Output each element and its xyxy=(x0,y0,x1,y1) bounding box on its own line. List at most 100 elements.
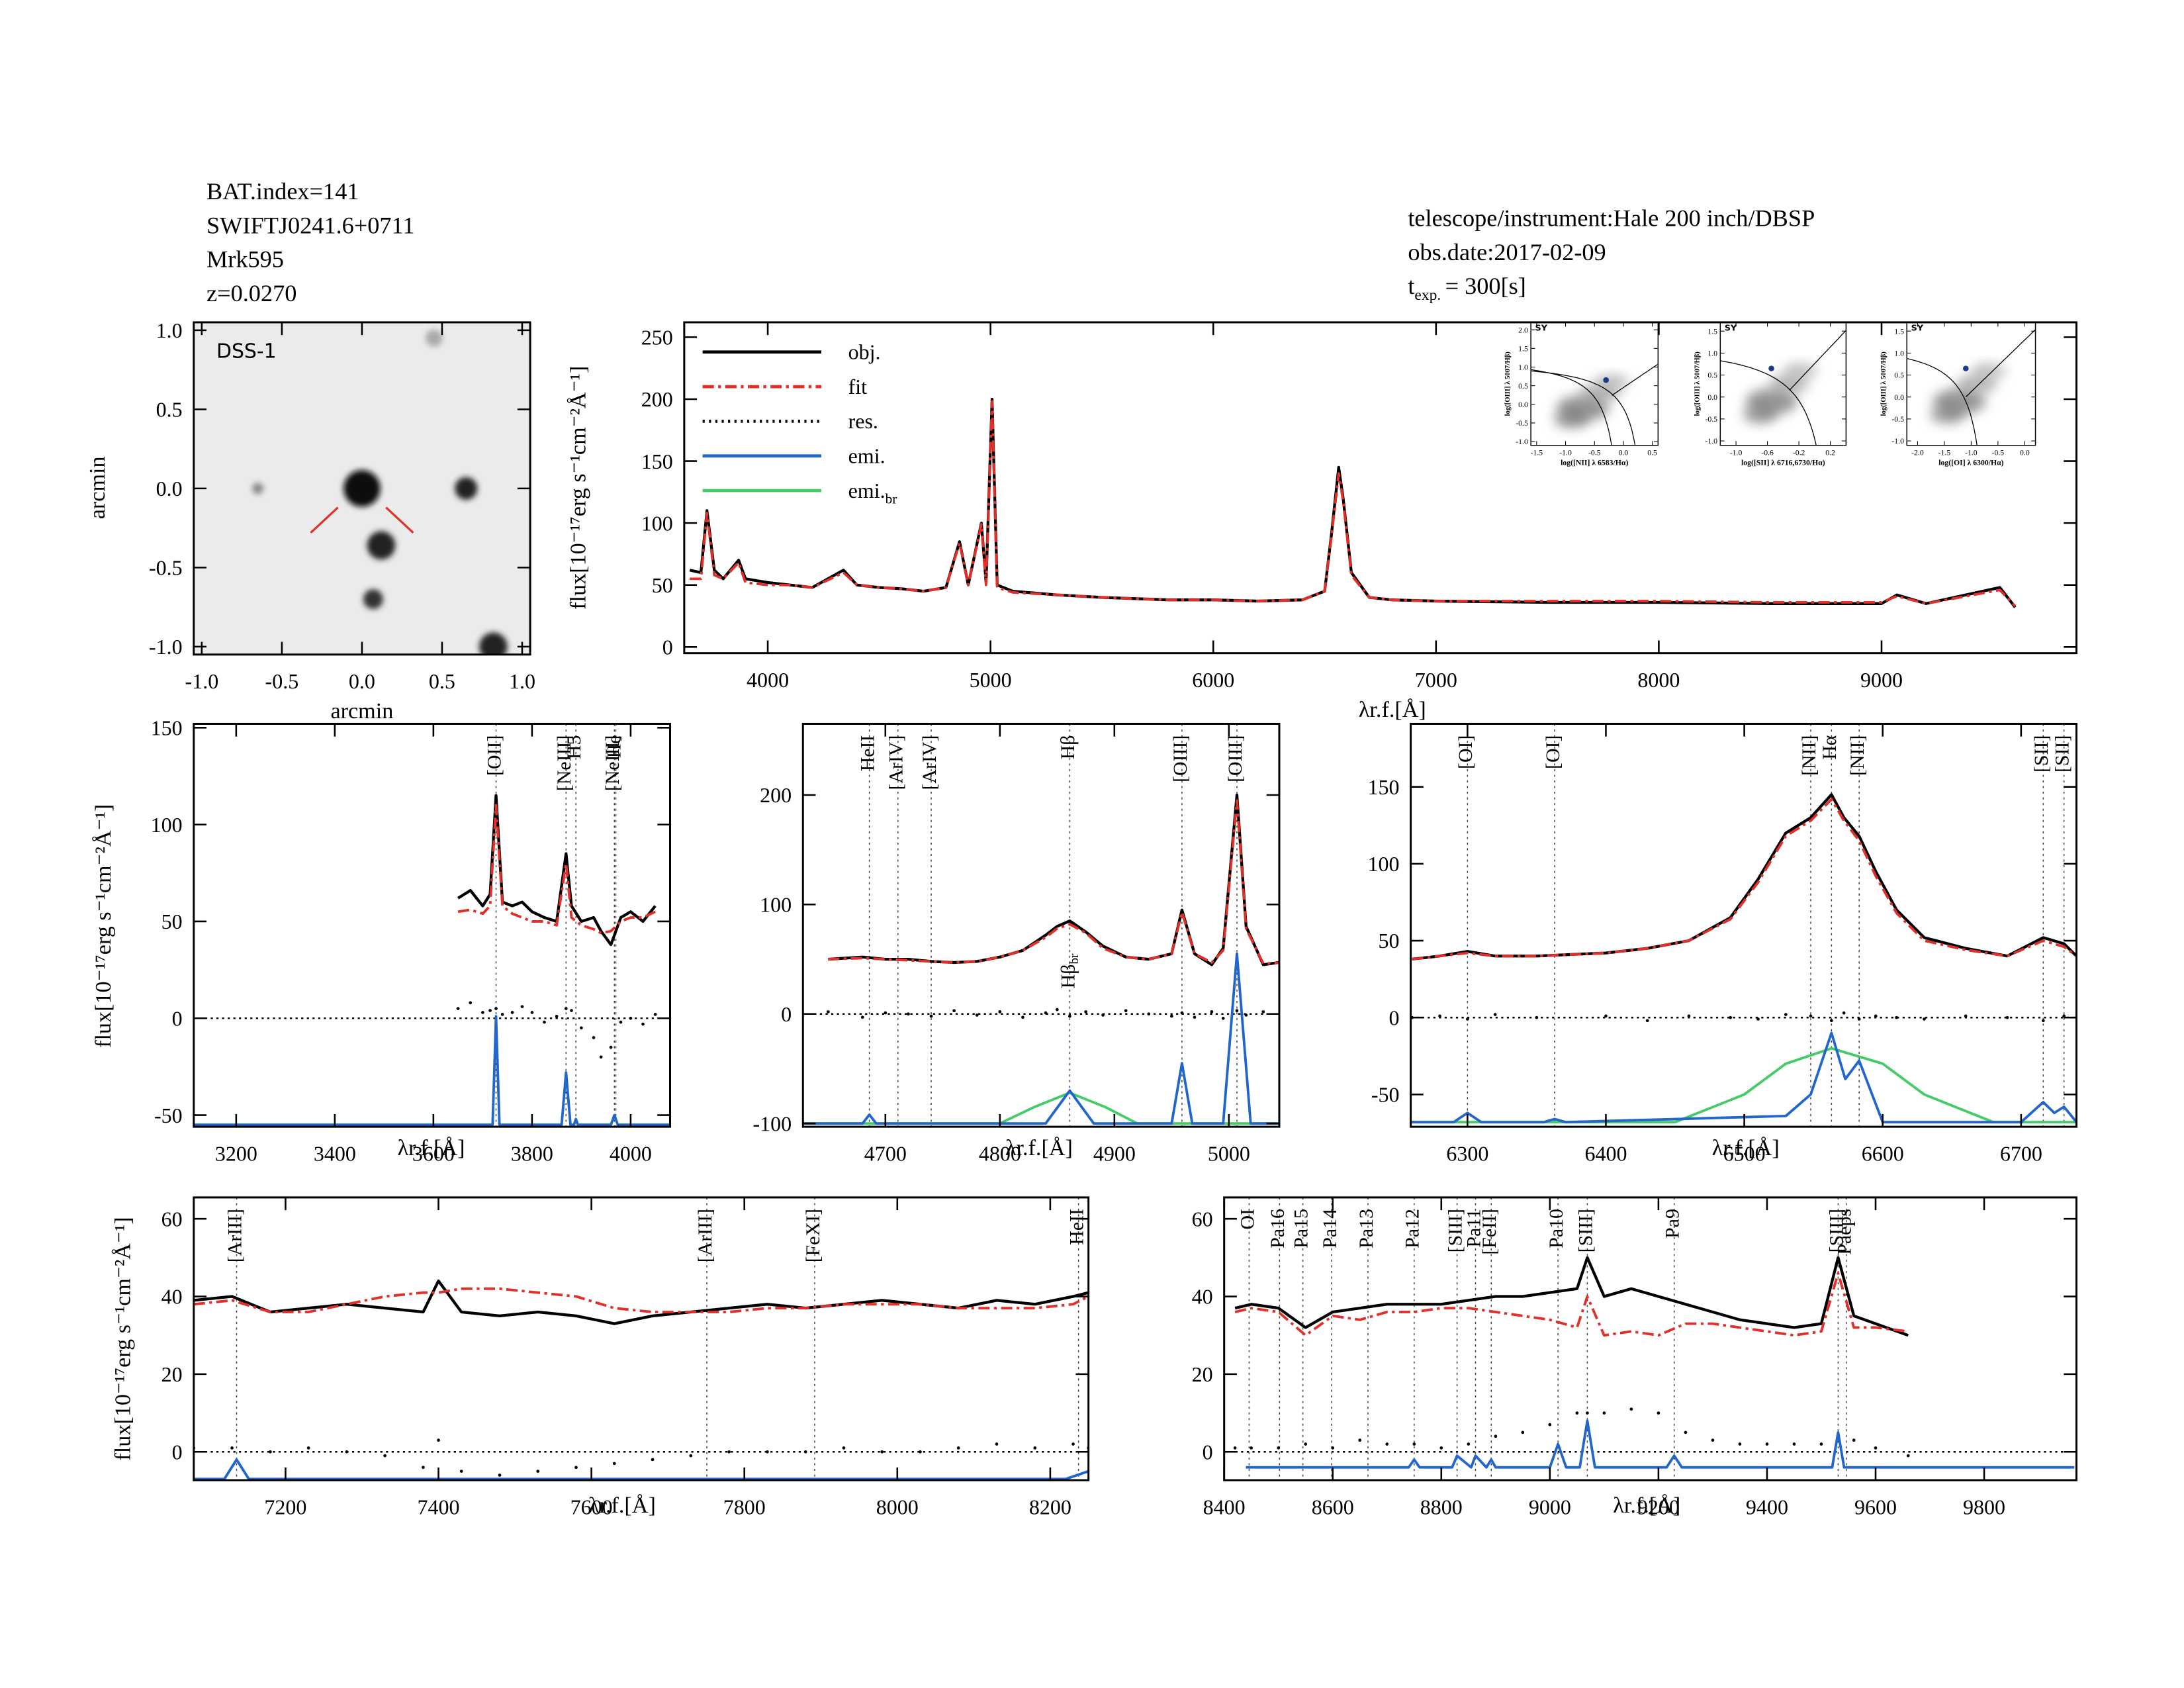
density-blob xyxy=(1930,405,1966,424)
residual-point xyxy=(1235,1009,1239,1013)
x-tick-label: 9000 xyxy=(1529,1495,1571,1519)
residual-point xyxy=(1784,1013,1788,1016)
marker xyxy=(310,506,339,534)
residual-point xyxy=(494,1007,498,1010)
y-tick-label: 20 xyxy=(161,1362,183,1386)
demarcation-line xyxy=(1531,369,1612,445)
y-tick-label: -1.0 xyxy=(149,635,183,659)
y-tick-label: 150 xyxy=(1367,775,1399,799)
line-label: [NII] xyxy=(1846,735,1868,776)
residual-point xyxy=(574,1466,578,1470)
residual-point xyxy=(536,1470,540,1473)
residual-point xyxy=(456,1007,460,1010)
x-tick-label: 7400 xyxy=(418,1495,460,1519)
x-tick-label: 6000 xyxy=(1192,668,1234,692)
line-label: [OI] xyxy=(1542,735,1564,769)
y-tick-label: 60 xyxy=(161,1207,183,1231)
y-tick-label: -0.5 xyxy=(1705,415,1717,424)
legend-name: emi. xyxy=(848,479,886,502)
line-label: [NII] xyxy=(1798,735,1820,776)
legend-name: res. xyxy=(848,409,878,433)
y-tick-label: 100 xyxy=(1367,852,1399,876)
x-axis-label: λr.f.[Å] xyxy=(1712,1136,1780,1160)
exposure-rest: = 300[s] xyxy=(1445,273,1526,299)
residual-point xyxy=(1412,1442,1416,1446)
x-tick-label: 6400 xyxy=(1584,1141,1627,1165)
header-text: telescope/instrument:Hale 200 inch/DBSP xyxy=(1408,205,1815,232)
residual-point xyxy=(1575,1411,1579,1415)
legend-label: fit xyxy=(848,375,868,399)
y-tick-label: 2.0 xyxy=(1518,326,1528,334)
y-tick-label: -0.5 xyxy=(1516,419,1528,428)
x-tick-label: -1.5 xyxy=(1938,449,1951,457)
y-axis-label: log([OIII] λ 5007/Hβ) xyxy=(1693,352,1701,416)
x-axis-label: arcmin xyxy=(331,699,394,724)
source-blob xyxy=(479,632,508,655)
line-label: [OIII] xyxy=(1224,735,1246,782)
residual-point xyxy=(619,1020,623,1024)
panel: 7200 7400 7600 7800 8000 8200 0 20 40 60 λr.f.[Å] f… xyxy=(111,1196,1090,1519)
plot-area xyxy=(1224,1197,2077,1481)
source-blob xyxy=(343,470,381,507)
x-tick-label: 8000 xyxy=(876,1495,919,1519)
residual-point xyxy=(570,1009,573,1012)
x-tick-label: 4800 xyxy=(979,1141,1021,1165)
residual-point xyxy=(1645,1019,1649,1023)
x-tick-label: 7000 xyxy=(1415,668,1457,692)
residual-point xyxy=(1467,1442,1471,1446)
residual-point xyxy=(1304,1442,1308,1446)
source-blob xyxy=(363,589,383,610)
x-tick-label: 4900 xyxy=(1093,1141,1136,1165)
density-blob xyxy=(1768,374,1809,393)
x-tick-label: -0.5 xyxy=(265,669,299,693)
residual-point xyxy=(1493,1013,1497,1016)
residual-point xyxy=(1729,1015,1733,1019)
panel: 4700 4800 4900 5000 -100 0 100 200 λr.f.[Å] HeII [… xyxy=(752,722,1281,1165)
y-tick-label: 50 xyxy=(652,573,673,597)
residual-point xyxy=(1857,1017,1861,1021)
frame xyxy=(683,321,2077,655)
residual-point xyxy=(1964,1014,1968,1018)
line-label: [SIII] xyxy=(1825,1209,1847,1252)
class-label: SY xyxy=(1535,324,1548,334)
residual-point xyxy=(1261,1010,1265,1013)
residual-point xyxy=(1906,1454,1910,1458)
density-blob xyxy=(1594,374,1629,390)
x-tick-label: 8200 xyxy=(1029,1495,1071,1519)
residual-point xyxy=(520,1005,524,1009)
x-tick-label: 4000 xyxy=(747,668,789,692)
spectrum-line xyxy=(803,952,1279,1125)
x-tick-label: 9200 xyxy=(1637,1495,1680,1519)
residual-point xyxy=(1438,1014,1441,1018)
residual-point xyxy=(1602,1411,1606,1415)
residual-point xyxy=(1829,1019,1833,1023)
panel: SY -2.0 -1.5 -1.0 -0.5 0.0 -1.0 -0.5 0.0 0.5 1.0 1.… xyxy=(1880,322,2036,467)
spectrum-line xyxy=(193,1287,1089,1313)
y-tick-label: 1.0 xyxy=(1707,349,1717,357)
residual-point xyxy=(860,1015,864,1019)
y-tick-label: 100 xyxy=(151,813,183,837)
x-tick-label: -0.6 xyxy=(1761,449,1774,457)
residual-point xyxy=(1068,1014,1071,1018)
line-label: Pa14 xyxy=(1319,1209,1341,1248)
residual-point xyxy=(1250,1446,1253,1450)
residual-point xyxy=(2041,1019,2045,1023)
source-blob xyxy=(426,330,443,347)
line-label: He xyxy=(603,735,625,759)
plot-area xyxy=(193,1197,1089,1481)
line-label: [OIII] xyxy=(1169,735,1191,782)
spectrum-line xyxy=(1410,1047,2077,1124)
line-label: [ArIII] xyxy=(694,1209,716,1262)
panel: 8400 8600 8800 9000 9200 9400 9600 9800 0 20 40 60 λ… xyxy=(1192,1196,2077,1519)
residual-point xyxy=(1874,1446,1878,1450)
line-label: Pa13 xyxy=(1355,1209,1377,1248)
line-label: Paeps xyxy=(1834,1209,1856,1255)
residual-point xyxy=(1521,1430,1525,1434)
y-tick-label: 0.5 xyxy=(1707,371,1717,380)
x-tick-label: 7200 xyxy=(264,1495,306,1519)
residual-point xyxy=(1277,1446,1281,1450)
residual-point xyxy=(592,1036,596,1039)
x-tick-label: 7800 xyxy=(723,1495,766,1519)
x-axis-label: log([SII] λ 6716,6730/Hα) xyxy=(1741,459,1825,467)
